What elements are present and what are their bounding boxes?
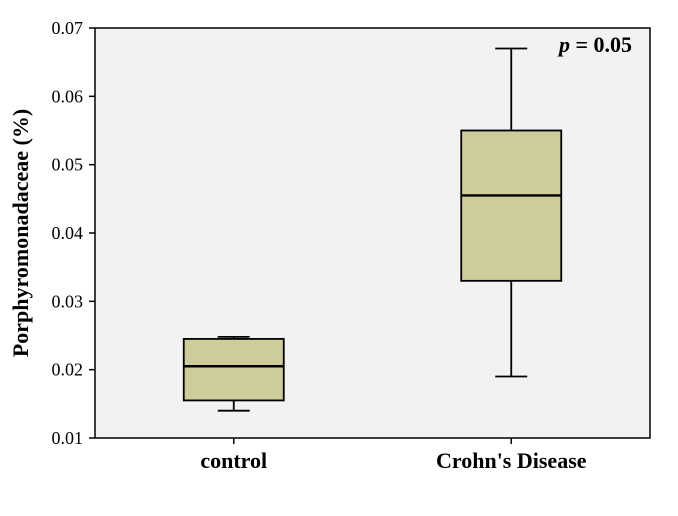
y-axis-title: Porphyromonadaceae (%) xyxy=(8,109,33,357)
boxplot-chart: 0.01 0.02 0.03 0.04 0.05 0.06 0.07 Porphyromona… xyxy=(0,0,678,516)
p-value-annotation: p = 0.05 xyxy=(557,32,632,57)
boxplot-svg: 0.01 0.02 0.03 0.04 0.05 0.06 0.07 Porphyromona… xyxy=(0,0,678,516)
y-tick-label: 0.03 xyxy=(52,291,84,311)
x-category-label: control xyxy=(200,448,267,473)
y-tick-label: 0.07 xyxy=(52,18,84,38)
x-category-label: Crohn's Disease xyxy=(436,448,587,473)
box xyxy=(184,339,284,401)
y-tick-label: 0.02 xyxy=(52,360,84,380)
y-tick-label: 0.01 xyxy=(52,428,84,448)
y-tick-label: 0.04 xyxy=(52,223,84,243)
box xyxy=(461,131,561,281)
y-tick-label: 0.06 xyxy=(52,86,84,106)
y-tick-label: 0.05 xyxy=(52,155,84,175)
